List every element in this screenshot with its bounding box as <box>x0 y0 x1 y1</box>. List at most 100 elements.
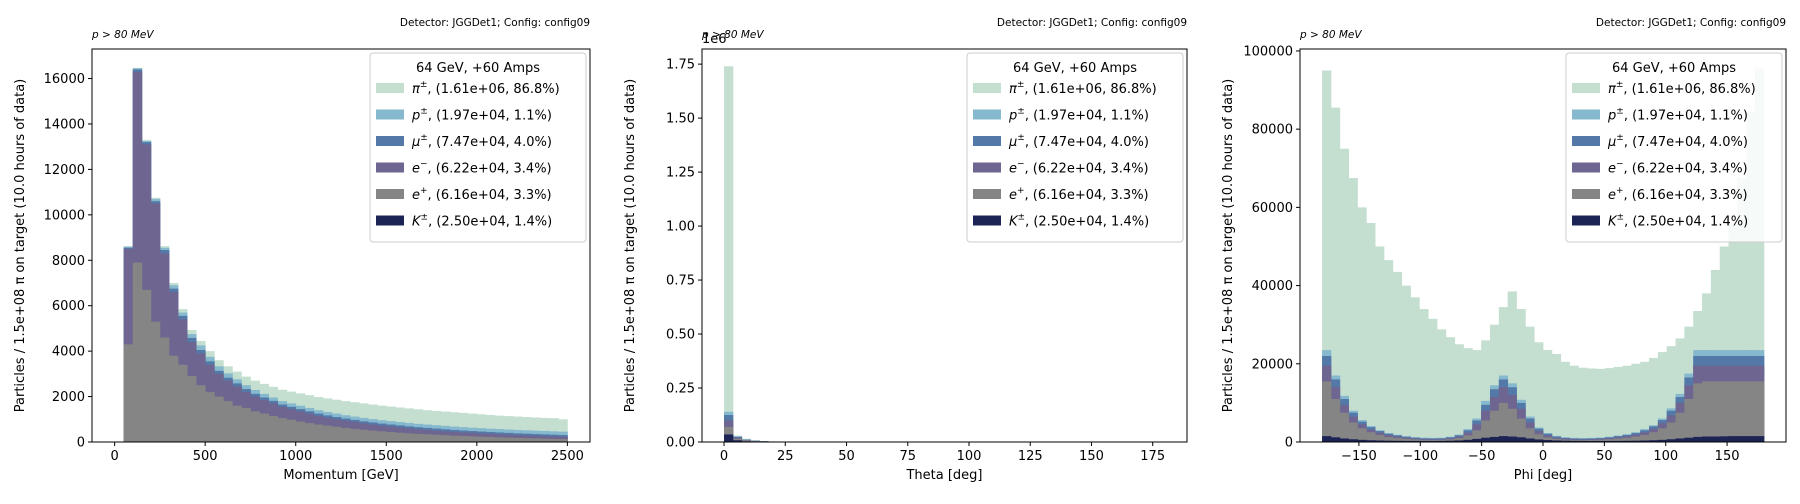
bar-ep <box>1322 381 1331 442</box>
legend-swatch-pi <box>1572 83 1600 93</box>
bar-pi <box>724 66 733 442</box>
y-tick-label: 40000 <box>1252 279 1293 294</box>
bar-pi <box>1375 246 1384 442</box>
legend-swatch-mu <box>973 136 1001 146</box>
bar-ep <box>1746 381 1755 442</box>
y-tick-label: 80000 <box>1252 123 1293 138</box>
bar-ep <box>250 411 259 442</box>
bar-k <box>1516 437 1525 442</box>
bar-pi <box>1552 354 1561 442</box>
legend-values: , (2.50e+04, 1.4%) <box>1025 215 1149 230</box>
bar-ep <box>1755 381 1764 442</box>
bar-pi <box>1402 286 1411 442</box>
x-tick-label: 0 <box>720 449 728 464</box>
x-tick-label: −100 <box>1402 449 1438 464</box>
x-tick-label: 500 <box>193 449 218 464</box>
x-tick-label: 0 <box>110 449 118 464</box>
bar-ep <box>540 439 549 442</box>
bar-pi <box>1614 367 1623 442</box>
bar-ep <box>305 423 314 442</box>
bar-k <box>1720 436 1729 442</box>
bar-ep <box>223 401 232 442</box>
bar-k <box>1340 438 1349 442</box>
bar-ep <box>196 385 205 442</box>
bar-ep <box>504 438 513 442</box>
bar-ep <box>1720 381 1729 442</box>
bar-k <box>1481 438 1490 442</box>
bar-ep <box>1702 381 1711 442</box>
bar-pi <box>1446 337 1455 442</box>
bar-pi <box>1357 207 1366 442</box>
legend-symbol: π <box>412 82 420 97</box>
legend-superscript: ± <box>1018 213 1026 223</box>
bar-ep <box>341 428 350 442</box>
bar-k <box>1693 437 1702 442</box>
bar-pi <box>1366 223 1375 442</box>
bar-pi <box>1623 366 1632 442</box>
bar-pi <box>1393 272 1402 442</box>
legend-swatch-ep <box>973 189 1001 199</box>
y-tick-label: 20000 <box>1252 357 1293 372</box>
y-tick-label: 0 <box>1285 436 1293 451</box>
x-axis-label: Momentum [GeV] <box>283 468 398 483</box>
legend-swatch-pi <box>973 83 1001 93</box>
legend-label-ep: e+, (6.16e+04, 3.3%) <box>1009 186 1149 203</box>
legend-superscript: ± <box>420 133 428 143</box>
bar-ep <box>1693 383 1702 442</box>
bar-pi <box>1596 369 1605 442</box>
legend-swatch-ep <box>376 189 404 199</box>
bar-pi <box>1587 368 1596 442</box>
y-tick-label: 6000 <box>52 299 85 314</box>
bar-ep <box>1667 422 1676 442</box>
legend-symbol: e <box>1009 162 1017 177</box>
y-tick-label: 1.75 <box>666 58 695 73</box>
legend-superscript: + <box>420 186 428 196</box>
legend-label-ep: e+, (6.16e+04, 3.3%) <box>1608 186 1748 203</box>
bar-k <box>1499 436 1508 442</box>
legend-swatch-ep <box>1572 189 1600 199</box>
legend-values: , (2.50e+04, 1.4%) <box>428 215 552 230</box>
legend-label-p: p±, (1.97e+04, 1.1%) <box>411 107 552 124</box>
legend-label-pi: π±, (1.61e+06, 86.8%) <box>412 80 560 97</box>
x-tick-label: −150 <box>1341 449 1377 464</box>
legend-values: , (1.97e+04, 1.1%) <box>1025 109 1149 124</box>
bar-k <box>1331 437 1340 442</box>
bar-ep <box>169 356 178 442</box>
detector-annotation: Detector: JGGDet1; Config: config09 <box>1596 17 1786 29</box>
bar-k <box>1746 436 1755 442</box>
bar-ep <box>1684 399 1693 442</box>
bar-pi <box>1605 368 1614 442</box>
legend-title: 64 GeV, +60 Amps <box>1013 61 1137 76</box>
y-tick-label: 16000 <box>44 72 85 87</box>
bar-ep <box>1331 399 1340 442</box>
x-tick-label: 1500 <box>370 449 403 464</box>
y-tick-label: 0.50 <box>666 328 695 343</box>
legend-title: 64 GeV, +60 Amps <box>1612 61 1736 76</box>
legend-symbol: μ <box>411 135 420 150</box>
bar-ep <box>450 436 459 442</box>
bar-ep <box>404 433 413 442</box>
legend-superscript: + <box>1017 186 1025 196</box>
y-axis-label: Particles / 1.5e+08 π on target (10.0 ho… <box>13 79 28 412</box>
legend-label-k: K±, (2.50e+04, 1.4%) <box>1608 213 1748 230</box>
bar-pi <box>1534 342 1543 442</box>
legend-values: , (1.61e+06, 86.8%) <box>427 82 559 97</box>
legend-label-p: p±, (1.97e+04, 1.1%) <box>1607 107 1748 124</box>
legend-superscript: ± <box>1616 80 1624 90</box>
bar-pi <box>1543 350 1552 442</box>
legend-superscript: ± <box>420 107 428 117</box>
legend-swatch-mu <box>376 136 404 146</box>
legend-values: , (7.47e+04, 4.0%) <box>1624 135 1748 150</box>
bar-k <box>1684 438 1693 442</box>
legend-values: , (7.47e+04, 4.0%) <box>428 135 552 150</box>
x-axis-label: Phi [deg] <box>1514 468 1572 483</box>
legend-symbol: e <box>412 162 420 177</box>
legend-values: , (1.97e+04, 1.1%) <box>428 109 552 124</box>
bar-pi <box>1455 344 1464 442</box>
x-axis-label: Theta [deg] <box>905 468 982 483</box>
legend-values: , (6.16e+04, 3.3%) <box>1025 188 1149 203</box>
legend-symbol: e <box>412 188 420 203</box>
legend-label-em: e−, (6.22e+04, 3.4%) <box>412 160 552 177</box>
x-tick-label: 150 <box>1079 449 1104 464</box>
bar-ep <box>278 418 287 442</box>
